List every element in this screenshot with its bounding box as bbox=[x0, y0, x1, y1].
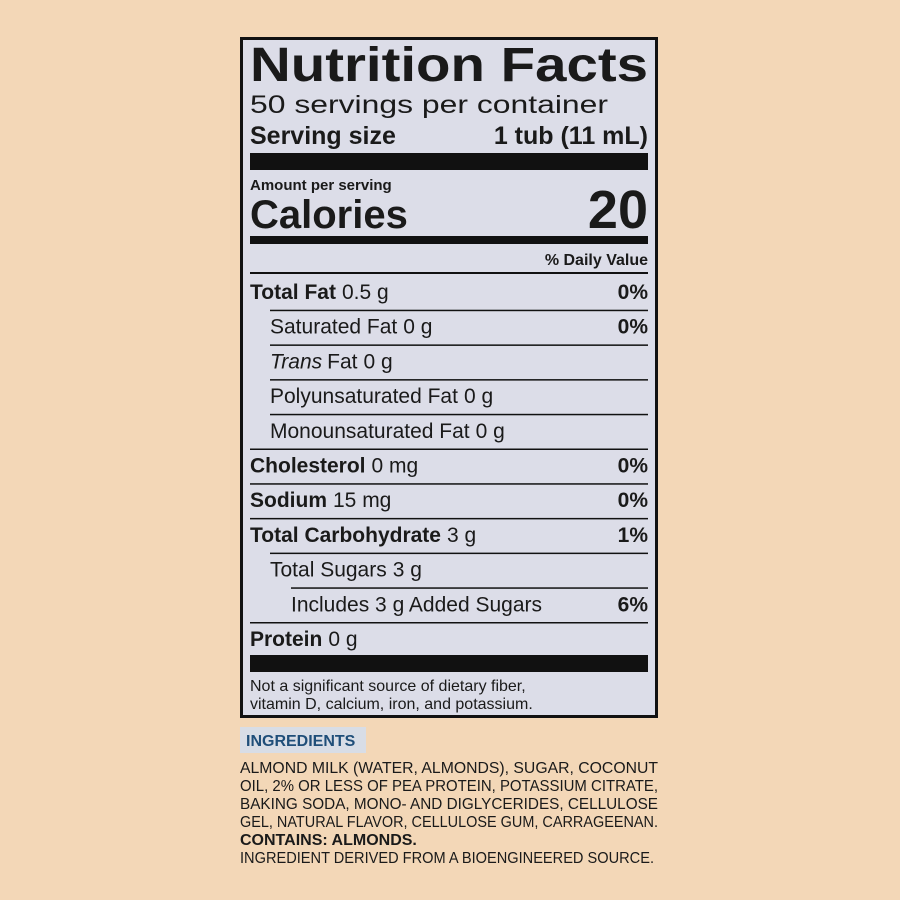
servings: 50 servings per container bbox=[250, 91, 608, 119]
rule bbox=[250, 448, 648, 450]
nutrient-row: Protein 0 g bbox=[250, 628, 358, 651]
nutrient-row: Saturated Fat 0 g bbox=[270, 316, 432, 339]
nutrient-name: Polyunsaturated Fat bbox=[270, 385, 458, 408]
nutrient-name: Protein bbox=[250, 628, 322, 651]
rule bbox=[250, 622, 648, 624]
nutrient-row: Total Sugars 3 g bbox=[270, 559, 422, 582]
calories-label: Calories bbox=[250, 193, 408, 237]
amount-per-serving: Amount per serving bbox=[250, 177, 392, 194]
nutrient-amount: 3 g bbox=[447, 524, 476, 547]
nutrient-amount: 0 g bbox=[328, 628, 357, 651]
nutrient-name: Fat bbox=[327, 350, 358, 373]
nutrient-name: Total Carbohydrate bbox=[250, 524, 441, 547]
facts-title: Nutrition Facts bbox=[250, 39, 648, 92]
nutrient-row: Trans Fat 0 g bbox=[270, 350, 393, 373]
nutrient-name: Total Fat bbox=[250, 281, 336, 304]
nutrient-amount: 0.5 g bbox=[342, 281, 389, 304]
nutrient-row: Total Fat 0.5 g bbox=[250, 281, 389, 304]
daily-value-header: % Daily Value bbox=[545, 252, 648, 269]
daily-value: 0% bbox=[618, 455, 649, 478]
nutrient-name: Sodium bbox=[250, 489, 327, 512]
nutrient-amount: 0 g bbox=[476, 420, 505, 443]
rule bbox=[270, 552, 648, 555]
contains: CONTAINS: ALMONDS. bbox=[240, 832, 417, 849]
thick-rule bbox=[250, 655, 648, 672]
rule bbox=[270, 379, 648, 381]
thick-rule bbox=[250, 153, 648, 170]
ingredients-heading-box bbox=[240, 727, 366, 753]
daily-value: 1% bbox=[618, 524, 649, 547]
nutrient-prefix: Trans bbox=[270, 350, 323, 373]
rule bbox=[250, 517, 648, 520]
rule bbox=[291, 587, 648, 589]
daily-value: 0% bbox=[618, 281, 649, 304]
nutrient-name: Saturated Fat bbox=[270, 316, 397, 339]
ingredients-line: BAKING SODA, MONO- AND DIGLYCERIDES, CEL… bbox=[240, 796, 658, 813]
rule bbox=[270, 309, 648, 312]
nutrient-row: Monounsaturated Fat 0 g bbox=[270, 420, 505, 443]
nutrient-amount: 0 mg bbox=[372, 455, 419, 478]
serving-size-value: 1 tub (11 mL) bbox=[494, 122, 648, 150]
footnote-line: Not a significant source of dietary fibe… bbox=[250, 678, 526, 695]
nutrient-amount: 15 mg bbox=[333, 489, 391, 512]
facts-panel bbox=[240, 37, 658, 718]
daily-value: 0% bbox=[618, 489, 649, 512]
nutrient-name: Monounsaturated Fat bbox=[270, 420, 470, 443]
nutrient-name: Cholesterol bbox=[250, 455, 366, 478]
nutrient-amount: 0 g bbox=[403, 316, 432, 339]
nutrient-amount: 3 g bbox=[393, 559, 422, 582]
rule bbox=[270, 413, 648, 416]
ingredients-line: ALMOND MILK (WATER, ALMONDS), SUGAR, COC… bbox=[240, 760, 658, 777]
rule bbox=[270, 344, 648, 346]
rule bbox=[250, 272, 648, 274]
nutrient-row: Cholesterol 0 mg bbox=[250, 455, 418, 478]
medium-rule bbox=[250, 236, 648, 244]
nutrient-row: Includes 3 g Added Sugars bbox=[291, 593, 542, 616]
ingredients-line: GEL, NATURAL FLAVOR, CELLULOSE GUM, CARR… bbox=[240, 814, 658, 831]
nutrient-amount: 0 g bbox=[464, 385, 493, 408]
nutrient-name: Total Sugars bbox=[270, 559, 387, 582]
daily-value: 0% bbox=[618, 316, 649, 339]
rule bbox=[250, 483, 648, 485]
nutrient-name: Includes 3 g Added Sugars bbox=[291, 593, 542, 616]
nutrient-row: Sodium 15 mg bbox=[250, 489, 391, 512]
calories-value: 20 bbox=[588, 180, 648, 240]
nutrient-row: Total Carbohydrate 3 g bbox=[250, 524, 476, 547]
serving-size-label: Serving size bbox=[250, 122, 396, 150]
footnote-line: vitamin D, calcium, iron, and potassium. bbox=[250, 696, 533, 713]
nutrient-row: Polyunsaturated Fat 0 g bbox=[270, 385, 493, 408]
ingredients-line: OIL, 2% OR LESS OF PEA PROTEIN, POTASSIU… bbox=[240, 778, 658, 795]
nutrient-amount: 0 g bbox=[363, 350, 392, 373]
daily-value: 6% bbox=[618, 593, 649, 616]
ingredients-heading: INGREDIENTS bbox=[246, 733, 356, 750]
bioengineered-note: INGREDIENT DERIVED FROM A BIOENGINEERED … bbox=[240, 850, 654, 867]
